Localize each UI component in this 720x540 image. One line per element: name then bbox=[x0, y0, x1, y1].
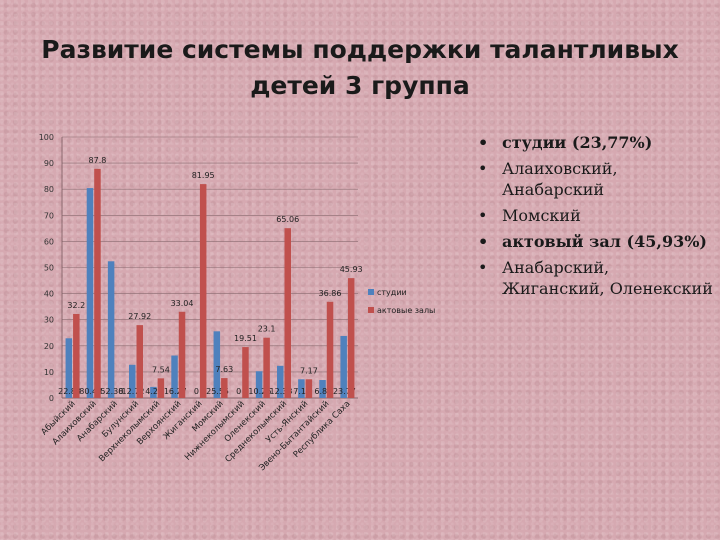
bar-akt bbox=[136, 325, 143, 398]
legend-swatch-akt bbox=[368, 307, 374, 313]
data-label: 0 bbox=[194, 387, 199, 396]
data-label: 80.43 bbox=[79, 387, 102, 396]
data-label: 81.95 bbox=[192, 171, 215, 180]
data-label: 12.72 bbox=[122, 387, 145, 396]
y-tick-label: 20 bbox=[44, 342, 54, 351]
bullet-momsky: Момский bbox=[474, 205, 714, 226]
slide-title-line-1: Развитие системы поддержки талантливых bbox=[41, 35, 679, 64]
data-label: 16.27 bbox=[164, 387, 187, 396]
data-label: 7.63 bbox=[215, 365, 233, 374]
data-label: 7.17 bbox=[300, 366, 318, 375]
y-tick-label: 50 bbox=[44, 264, 54, 273]
bar-akt bbox=[73, 313, 80, 398]
y-tick-label: 80 bbox=[44, 185, 54, 194]
data-label: 87.8 bbox=[89, 156, 107, 165]
bar-studii bbox=[277, 365, 284, 398]
data-label: 6.89 bbox=[314, 387, 332, 396]
bullet-akt-regions: Анабарский, Жиганский, Оленекский bbox=[474, 257, 714, 299]
bullet-studii-summary: студии (23,77%) bbox=[474, 132, 714, 153]
bar-studii bbox=[129, 364, 136, 398]
bar-studii bbox=[171, 355, 178, 398]
bar-akt bbox=[284, 228, 291, 398]
data-label: 33.04 bbox=[171, 299, 194, 308]
bar-studii bbox=[65, 338, 73, 398]
legend-swatch-studii bbox=[368, 289, 374, 295]
data-label: 52.38 bbox=[100, 387, 123, 396]
bar-studii bbox=[107, 261, 115, 398]
data-label: 27.92 bbox=[128, 312, 151, 321]
bar-akt bbox=[326, 301, 334, 398]
bar-studii bbox=[298, 379, 305, 398]
y-tick-label: 10 bbox=[44, 368, 54, 377]
data-label: 19.51 bbox=[234, 334, 257, 343]
y-tick-label: 30 bbox=[44, 316, 54, 325]
bar-akt bbox=[242, 347, 249, 398]
data-label: 32.2 bbox=[67, 301, 85, 310]
y-tick-label: 100 bbox=[39, 133, 54, 142]
slide-title: Развитие системы поддержки талантливых д… bbox=[20, 32, 700, 104]
y-tick-label: 70 bbox=[44, 211, 54, 220]
data-label: 22.88 bbox=[58, 387, 81, 396]
data-label: 0 bbox=[118, 387, 123, 396]
bullet-list: студии (23,77%) Алаиховский, Анабарский … bbox=[474, 132, 714, 304]
data-label: 7.54 bbox=[152, 365, 170, 374]
data-label: 45.93 bbox=[340, 265, 363, 274]
bar-akt bbox=[305, 379, 313, 398]
bar-akt bbox=[157, 378, 165, 398]
data-label: 0 bbox=[236, 387, 241, 396]
bar-studii bbox=[319, 380, 326, 398]
bar-akt bbox=[347, 278, 355, 398]
bar-studii bbox=[340, 335, 347, 398]
data-label: 23.1 bbox=[258, 325, 276, 334]
bar-akt bbox=[263, 337, 270, 398]
bar-studii bbox=[150, 386, 157, 398]
bar-akt bbox=[221, 378, 228, 398]
data-label: 4.26 bbox=[145, 387, 163, 396]
y-tick-label: 90 bbox=[44, 159, 54, 168]
bar-akt bbox=[94, 168, 101, 398]
data-label: 10.26 bbox=[248, 387, 271, 396]
bar-studii bbox=[86, 188, 94, 398]
data-label: 7.17 bbox=[293, 387, 311, 396]
legend-label: студии bbox=[377, 288, 407, 297]
y-tick-label: 40 bbox=[44, 290, 54, 299]
bar-studii bbox=[255, 371, 263, 398]
bullet-akt-summary: актовый зал (45,93%) bbox=[474, 231, 714, 252]
bar-akt bbox=[178, 311, 186, 398]
data-label: 12.33 bbox=[270, 387, 293, 396]
bullet-studii-regions: Алаиховский, Анабарский bbox=[474, 158, 714, 200]
bar-studii bbox=[213, 331, 221, 398]
y-tick-label: 60 bbox=[44, 237, 54, 246]
slide-title-line-2: детей 3 группа bbox=[250, 71, 470, 100]
y-tick-label: 0 bbox=[49, 394, 54, 403]
data-label: 36.86 bbox=[319, 289, 342, 298]
data-label: 65.06 bbox=[276, 215, 299, 224]
legend-label: актовые залы bbox=[377, 306, 435, 315]
data-label: 23.77 bbox=[333, 387, 356, 396]
bar-akt bbox=[199, 184, 207, 398]
data-label: 25.55 bbox=[206, 387, 229, 396]
